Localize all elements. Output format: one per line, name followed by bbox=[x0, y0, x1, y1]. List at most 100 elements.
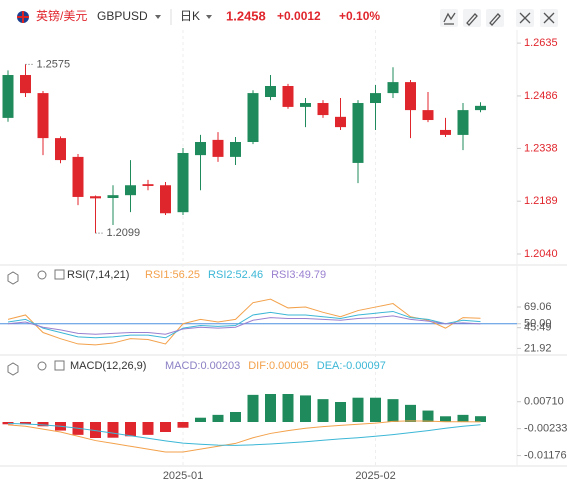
histogram-bar bbox=[107, 422, 119, 438]
eye-icon[interactable] bbox=[7, 362, 19, 376]
histogram-bar bbox=[422, 410, 434, 422]
symbol[interactable]: GBPUSD bbox=[97, 9, 148, 23]
candle-body bbox=[422, 110, 434, 121]
y-tick-label: 1.2486 bbox=[524, 90, 558, 102]
histogram-bar bbox=[177, 422, 189, 428]
pair-name[interactable]: 英镑/美元 bbox=[36, 8, 87, 23]
histogram-bar bbox=[335, 402, 346, 422]
indicator-line bbox=[7, 315, 481, 335]
histogram-bar bbox=[317, 399, 329, 422]
high-annotation: 1.2575 bbox=[37, 58, 71, 70]
indicator-line bbox=[7, 422, 481, 446]
change-pct: +0.10% bbox=[339, 9, 380, 23]
candle-body bbox=[195, 142, 206, 156]
histogram-bar bbox=[405, 404, 416, 422]
histogram-bar bbox=[247, 394, 259, 422]
y-tick-label: 1.2189 bbox=[524, 195, 558, 207]
flag-cross bbox=[17, 11, 29, 23]
indicator-line bbox=[7, 310, 481, 339]
histogram-bar bbox=[352, 397, 364, 422]
candle-body bbox=[405, 82, 416, 111]
candle-body bbox=[440, 129, 451, 135]
histogram-bar bbox=[457, 414, 469, 422]
indicator-title: MACD(12,26,9) bbox=[70, 360, 146, 372]
histogram-bar bbox=[300, 395, 311, 422]
candle-body bbox=[212, 139, 224, 157]
candle-body bbox=[352, 103, 364, 163]
histogram-bar bbox=[387, 399, 399, 422]
candle-body bbox=[300, 103, 311, 107]
histogram-bar bbox=[282, 394, 294, 422]
candle-body bbox=[37, 93, 49, 139]
candle-body bbox=[160, 185, 171, 214]
y-tick-label: -0.00233 bbox=[524, 423, 567, 435]
histogram-bar bbox=[370, 397, 381, 422]
x-tick-label: 2025-02 bbox=[355, 470, 395, 482]
histogram-bar bbox=[20, 422, 31, 425]
indicator-line bbox=[7, 420, 481, 453]
y-tick-label: 21.92 bbox=[524, 342, 552, 354]
legend-entry: RSI2:52.46 bbox=[208, 269, 263, 281]
price: 1.2458 bbox=[226, 8, 266, 23]
histogram-bar bbox=[37, 422, 49, 427]
candle-body bbox=[282, 86, 294, 107]
tool-icon bbox=[519, 12, 531, 24]
legend-entry: RSI1:56.25 bbox=[145, 269, 200, 281]
y-tick-label: 1.2338 bbox=[524, 142, 558, 154]
legend-entry: RSI3:49.79 bbox=[271, 269, 326, 281]
histogram-bar bbox=[160, 422, 171, 432]
y-tick-label: 45.49 bbox=[524, 322, 552, 334]
expand-icon[interactable] bbox=[54, 269, 65, 280]
y-tick-label: 69.06 bbox=[524, 301, 552, 313]
tool-icon bbox=[489, 13, 501, 26]
candle-body bbox=[230, 142, 241, 157]
histogram-bar bbox=[265, 394, 276, 422]
indicator-title: RSI(7,14,21) bbox=[67, 269, 129, 281]
expand-icon[interactable] bbox=[54, 360, 65, 371]
candle-body bbox=[142, 184, 154, 186]
histogram-bar bbox=[125, 422, 136, 437]
y-tick-label: 1.2635 bbox=[524, 37, 558, 49]
change: +0.0012 bbox=[277, 9, 321, 23]
period[interactable]: 日K bbox=[180, 9, 200, 23]
legend-entry: MACD:0.00203 bbox=[165, 360, 240, 372]
y-tick-label: 0.00710 bbox=[524, 396, 564, 408]
candle-body bbox=[55, 138, 66, 161]
candle-body bbox=[72, 156, 84, 197]
candle-body bbox=[2, 75, 14, 118]
legend-entry: DIF:0.00005 bbox=[248, 360, 309, 372]
y-tick-label: 1.2040 bbox=[524, 248, 558, 260]
candle-body bbox=[247, 93, 259, 143]
dropdown-arrow[interactable] bbox=[155, 15, 161, 19]
histogram-bar bbox=[195, 417, 206, 422]
candle-body bbox=[370, 93, 381, 104]
y-tick-label: -0.01176 bbox=[524, 450, 567, 462]
histogram-bar bbox=[475, 416, 486, 422]
candle-body bbox=[177, 152, 189, 213]
macd-header: MACD(12,26,9) bbox=[7, 360, 146, 376]
candle-body bbox=[317, 103, 329, 116]
candle-body bbox=[335, 116, 346, 128]
eye-icon[interactable] bbox=[7, 271, 19, 285]
low-annotation: 1.2099 bbox=[107, 227, 141, 239]
header: 英镑/美元 GBPUSD 日K 1.2458 +0.0012 +0.10% bbox=[17, 8, 558, 27]
candle-body bbox=[265, 86, 276, 97]
dropdown-arrow[interactable] bbox=[206, 15, 212, 19]
y-tick-label: 50.00 bbox=[524, 318, 552, 330]
histogram-bar bbox=[90, 422, 101, 438]
gear-icon[interactable] bbox=[37, 270, 47, 280]
candle-body bbox=[107, 195, 119, 199]
candle-body bbox=[20, 75, 31, 94]
tool-icon bbox=[466, 13, 478, 26]
candle-body bbox=[457, 110, 469, 135]
candle-body bbox=[90, 196, 101, 199]
histogram-bar bbox=[142, 422, 154, 435]
candle-body bbox=[387, 82, 399, 94]
tool-button[interactable] bbox=[440, 9, 458, 27]
tool-icon bbox=[543, 12, 555, 24]
rsi-header: RSI(7,14,21) bbox=[7, 269, 129, 285]
candle-body bbox=[475, 105, 486, 111]
indicator-line bbox=[7, 298, 481, 346]
gear-icon[interactable] bbox=[37, 361, 47, 371]
